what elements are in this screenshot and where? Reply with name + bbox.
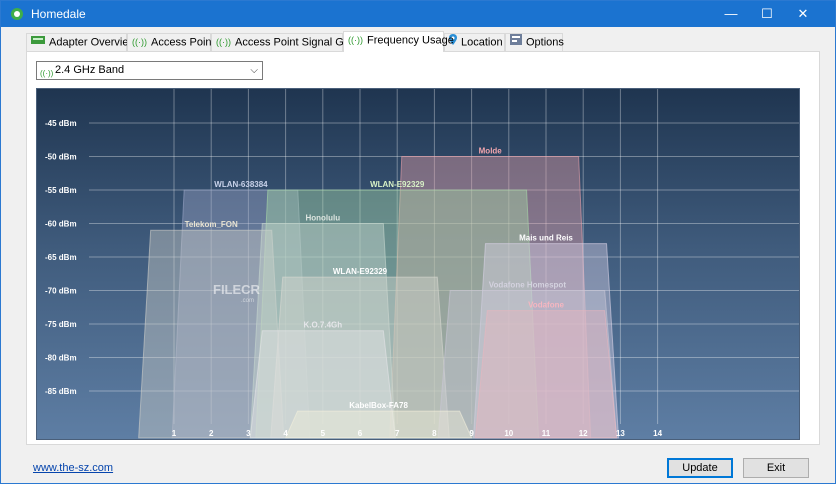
wifi-icon: ((·)): [216, 37, 231, 47]
wifi-icon: ((·)): [40, 69, 54, 78]
watermark-subtext: .com: [241, 298, 254, 304]
minimize-button[interactable]: —: [724, 6, 738, 21]
network-label: Honolulu: [305, 214, 340, 223]
network-area[interactable]: [138, 229, 285, 439]
tab-label: Frequency Usage: [367, 34, 454, 47]
network-label: WLAN-638384: [214, 180, 268, 189]
y-tick-label: -65 dBm: [45, 253, 77, 262]
x-tick-label: 1: [172, 429, 177, 438]
network-label: WLAN-E92329: [333, 267, 388, 276]
location-pin-icon: [449, 34, 457, 51]
y-tick-label: -85 dBm: [45, 387, 77, 396]
tab-label: Options: [526, 36, 564, 49]
adapter-icon: [31, 34, 45, 51]
x-tick-label: 6: [358, 429, 363, 438]
x-tick-label: 5: [321, 429, 326, 438]
network-label: KabelBox-FA78: [349, 401, 408, 410]
network-area[interactable]: [284, 410, 473, 439]
band-select[interactable]: ((·)) 2.4 GHz Band ⌵: [36, 61, 263, 80]
network-label: Vodafone Homespot: [489, 281, 567, 290]
y-tick-label: -45 dBm: [45, 119, 77, 128]
x-tick-label: 10: [504, 429, 513, 438]
options-icon: [510, 34, 522, 51]
y-tick-label: -75 dBm: [45, 320, 77, 329]
network-label: Mais und Reis: [519, 234, 573, 243]
network-label: Molde: [479, 147, 503, 156]
update-button[interactable]: Update: [667, 458, 733, 478]
band-select-value: 2.4 GHz Band: [55, 64, 125, 76]
tab-label: Adapter Overview: [49, 36, 137, 49]
y-tick-label: -70 dBm: [45, 287, 77, 296]
tab-frequency-usage[interactable]: ((·)) Frequency Usage: [343, 31, 454, 52]
x-tick-label: 2: [209, 429, 214, 438]
x-tick-label: 8: [432, 429, 437, 438]
network-label: K.O.7.4Gh: [303, 321, 342, 330]
app-icon: [10, 7, 24, 21]
watermark-text: FILECR: [213, 282, 261, 297]
tab-options[interactable]: Options: [505, 33, 564, 51]
x-tick-label: 9: [469, 429, 474, 438]
maximize-button[interactable]: ☐: [761, 6, 773, 21]
y-tick-label: -55 dBm: [45, 186, 77, 195]
x-tick-label: 7: [395, 429, 400, 438]
tab-location[interactable]: Location: [444, 33, 505, 51]
wifi-icon: ((·)): [132, 37, 147, 47]
x-tick-label: 4: [283, 429, 288, 438]
x-tick-label: 12: [579, 429, 588, 438]
tab-access-point-signal-graph[interactable]: ((·)) Access Point Signal Graph: [211, 33, 366, 51]
frequency-chart: Molde WLAN-638384 WLAN-E92329 Telekom_FON Ho…: [36, 88, 800, 440]
x-tick-label: 13: [616, 429, 625, 438]
x-tick-label: 11: [542, 429, 551, 438]
network-area[interactable]: [474, 310, 618, 439]
network-label: Telekom_FON: [185, 220, 238, 229]
chevron-down-icon: ⌵: [250, 65, 258, 76]
tab-label: Location: [461, 36, 503, 49]
title-bar: Homedale — ☐ ✕: [1, 1, 835, 27]
tab-access-points[interactable]: ((·)) Access Points: [127, 33, 220, 51]
y-tick-label: -80 dBm: [45, 354, 77, 363]
chart-svg: Molde WLAN-638384 WLAN-E92329 Telekom_FON Ho…: [45, 89, 799, 439]
tab-label: Access Points: [151, 36, 221, 49]
x-tick-label: 3: [246, 429, 251, 438]
x-tick-label: 14: [653, 429, 662, 438]
tab-adapter-overview[interactable]: Adapter Overview: [26, 33, 136, 51]
tab-label: Access Point Signal Graph: [235, 36, 366, 49]
website-link[interactable]: www.the-sz.com: [33, 462, 114, 474]
exit-button[interactable]: Exit: [743, 458, 809, 478]
y-tick-label: -50 dBm: [45, 153, 77, 162]
window-title: Homedale: [31, 7, 86, 21]
close-button[interactable]: ✕: [797, 6, 809, 21]
network-label: Vodafone: [528, 301, 564, 310]
wifi-icon: ((·)): [348, 35, 363, 45]
y-tick-label: -60 dBm: [45, 220, 77, 229]
network-label: WLAN-E92329: [370, 180, 425, 189]
